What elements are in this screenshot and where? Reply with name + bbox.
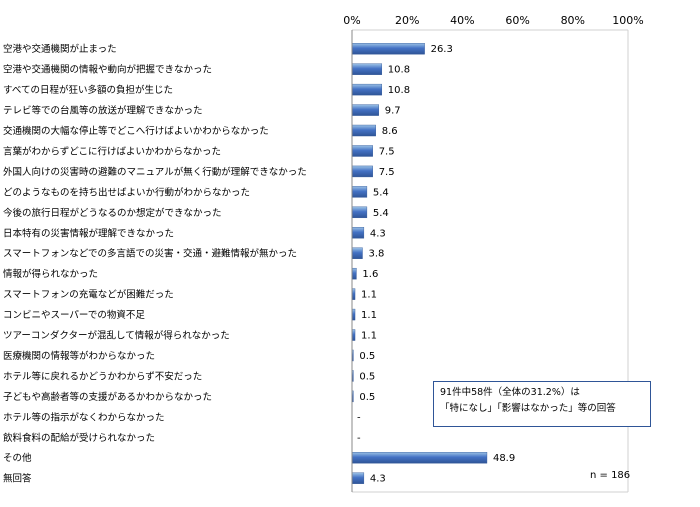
bar <box>351 452 488 464</box>
bar <box>351 145 373 157</box>
value-label: 8.6 <box>382 126 398 137</box>
value-label: 0.5 <box>359 351 375 362</box>
category-label: 空港や交通機関の情報や動向が把握できなかった <box>3 64 212 76</box>
value-label: 4.3 <box>370 474 386 485</box>
value-label: 1.1 <box>361 310 377 321</box>
category-label: 言葉がわからずどこに行けばよいかわからなかった <box>3 145 221 157</box>
annotation-callout: 91件中58件（全体の31.2%）は 「特になし」「影響はなかった」等の回答 <box>433 381 651 427</box>
category-label: 今後の旅行日程がどうなるのか想定ができなかった <box>3 207 222 219</box>
x-tick-label: 0% <box>343 14 360 27</box>
bar <box>351 472 365 484</box>
value-label: 10.8 <box>388 85 410 96</box>
value-label: 0.5 <box>359 371 375 382</box>
bar <box>351 186 368 198</box>
value-label: 26.3 <box>431 44 453 55</box>
category-label: ホテル等の指示がなくわからなかった <box>3 411 165 423</box>
bar <box>351 227 365 239</box>
value-label: - <box>357 412 361 423</box>
bar <box>351 124 376 137</box>
callout-line-2: 「特になし」「影響はなかった」等の回答 <box>440 403 616 414</box>
category-label: どのようなものを持ち出せばよいか行動がわからなかった <box>3 186 250 198</box>
bar <box>351 247 363 259</box>
category-label: ホテル等に戻れるかどうかわからず不安だった <box>3 370 202 382</box>
value-label: 48.9 <box>493 453 515 464</box>
x-tick-label: 20% <box>395 14 419 27</box>
value-label: 9.7 <box>385 106 401 117</box>
category-label: 外国人向けの災害時の避難のマニュアルが無く行動が理解できなかった <box>3 166 307 178</box>
category-label: すべての日程が狂い多額の負担が生じた <box>3 84 173 96</box>
value-label: 0.5 <box>359 392 375 403</box>
x-tick-label: 100% <box>612 14 643 27</box>
value-label: 7.5 <box>379 167 395 178</box>
bar <box>351 63 383 75</box>
value-label: 1.6 <box>362 269 378 280</box>
category-label: 飲料食料の配給が受けられなかった <box>3 432 155 444</box>
bar <box>351 43 425 55</box>
x-tick-label: 40% <box>450 14 474 27</box>
value-label: 3.8 <box>368 249 384 260</box>
bar <box>351 267 357 280</box>
category-label: スマートフォンなどでの多言語での災害・交通・避難情報が無かった <box>3 248 297 260</box>
category-label: 無回答 <box>3 473 32 485</box>
callout-line-1: 91件中58件（全体の31.2%）は <box>440 387 580 398</box>
bar <box>351 206 368 219</box>
category-label: 情報が得られなかった <box>3 268 98 280</box>
value-label: 1.1 <box>361 290 377 301</box>
bar <box>351 104 379 116</box>
value-label: 1.1 <box>361 331 377 342</box>
category-label: 日本特有の災害情報が理解できなかった <box>3 227 174 239</box>
category-label: スマートフォンの充電などが困難だった <box>3 289 174 301</box>
value-label: 10.8 <box>388 65 410 76</box>
value-label: - <box>357 433 361 444</box>
category-label: 医療機関の情報等がわからなかった <box>3 350 155 362</box>
category-label: ツアーコンダクターが混乱して情報が得られなかった <box>3 330 230 342</box>
category-label: テレビ等での台風等の放送が理解できなかった <box>3 105 203 117</box>
category-label: 交通機関の大幅な停止等でどこへ行けばよいかわからなかった <box>3 125 269 137</box>
category-label: 空港や交通機関が止まった <box>3 43 117 55</box>
x-tick-label: 80% <box>561 14 585 27</box>
sample-size-note: n = 186 <box>590 470 631 481</box>
category-label: 子どもや高齢者等の支援があるかわからなかった <box>3 391 212 403</box>
bar <box>351 165 373 178</box>
value-label: 7.5 <box>379 146 395 157</box>
bar <box>351 83 383 96</box>
x-tick-label: 60% <box>505 14 529 27</box>
category-label: コンビニやスーパーでの物資不足 <box>3 309 145 321</box>
value-label: 4.3 <box>370 228 386 239</box>
category-label: その他 <box>3 452 32 464</box>
value-label: 5.4 <box>373 187 389 198</box>
value-label: 5.4 <box>373 208 389 219</box>
